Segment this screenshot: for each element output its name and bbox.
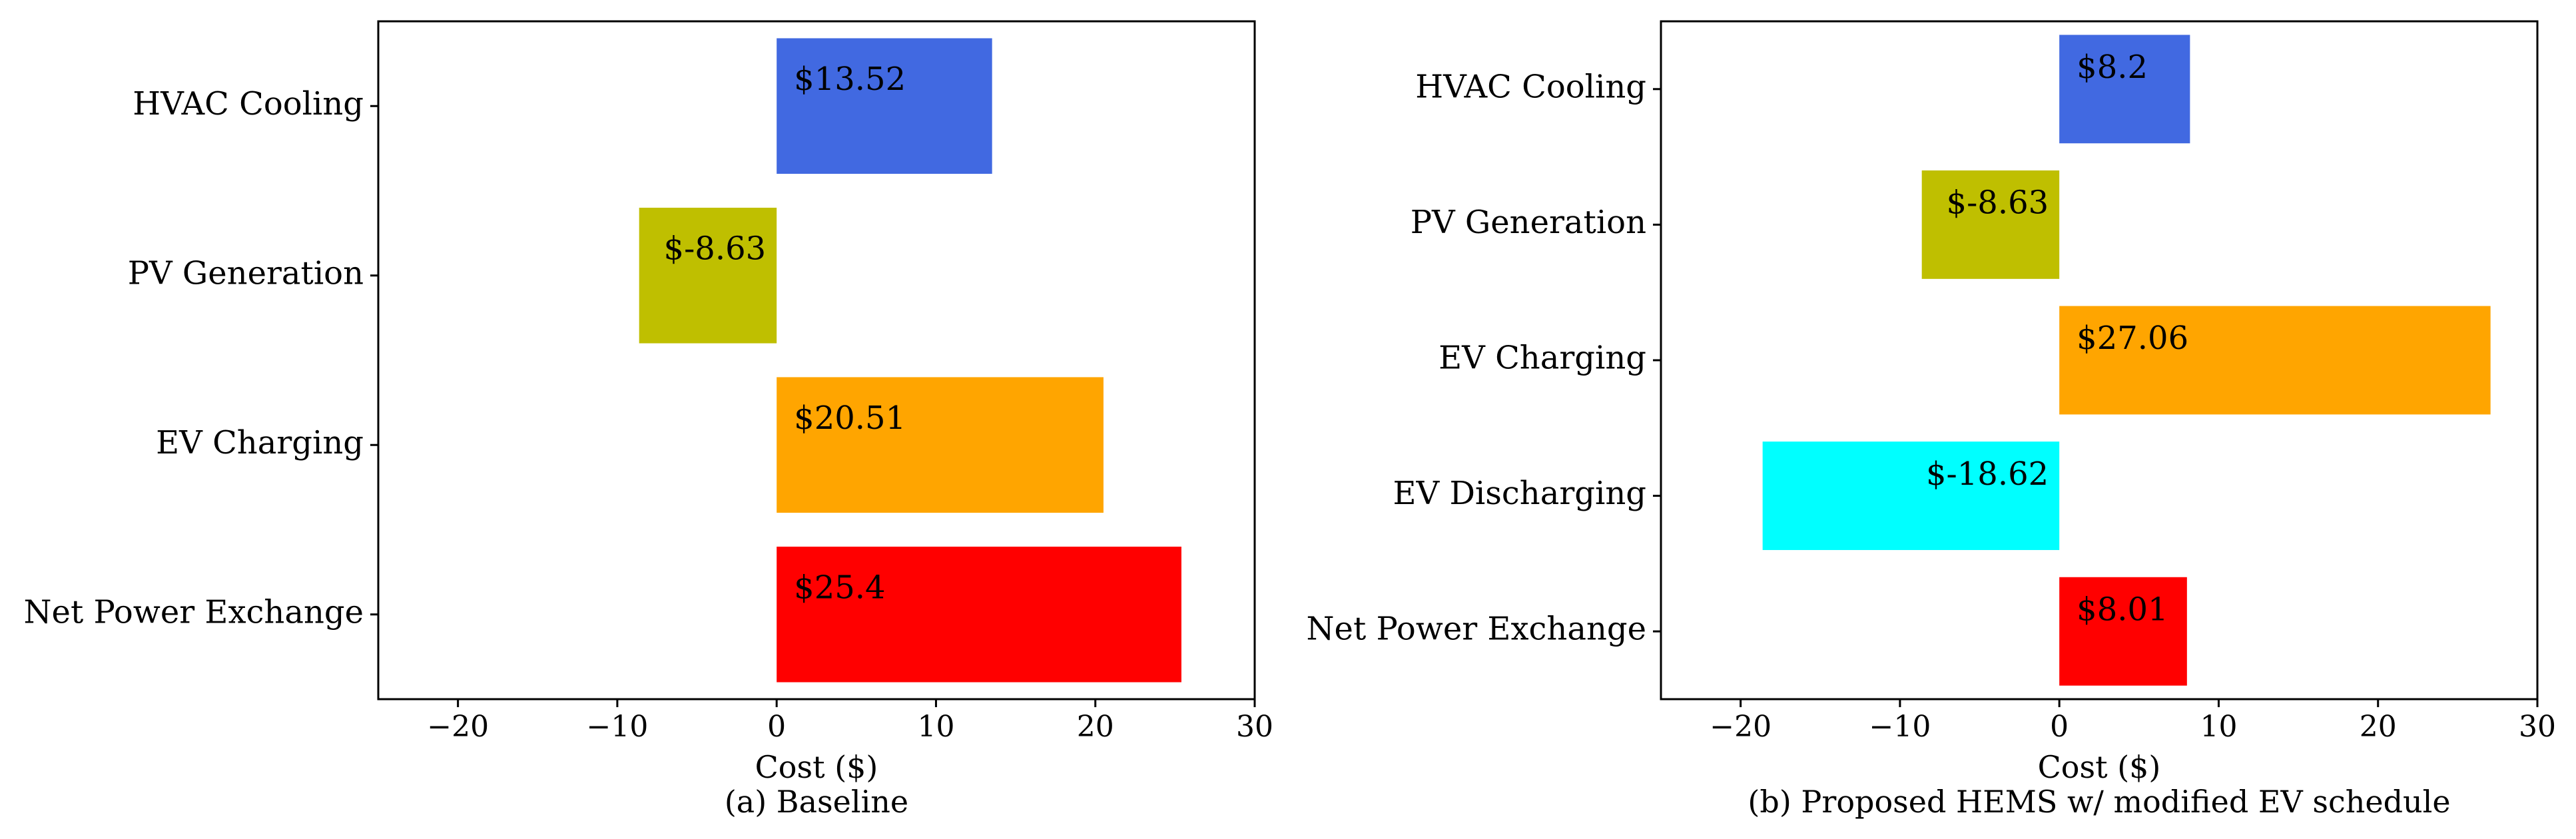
bar-value-label: $-8.63 [664,230,767,268]
bar-net-power-exchange [2059,577,2187,686]
x-tick-label: 30 [2519,710,2556,744]
bar-net-power-exchange [777,546,1181,683]
bar-value-label: $-18.62 [1926,455,2049,493]
x-tick-label: −20 [1710,710,1771,744]
panel-baseline: $13.52 $-8.63 $20.51 $25.4 HVAC Cooling PV G… [24,20,1273,820]
y-tick-label: HVAC Cooling [1415,68,1646,105]
x-axis-title-proposed: Cost ($) [2038,749,2161,785]
bar-value-label: $8.2 [2077,49,2148,86]
y-tick-label: Net Power Exchange [24,593,364,631]
axes-frame-baseline [377,20,1256,700]
bar-hvac-cooling [2059,35,2190,144]
caption-proposed: (b) Proposed HEMS w/ modified EV schedul… [1748,784,2450,820]
bar-value-label: $-8.63 [1947,184,2049,222]
panel-proposed-hems: $8.2 $-8.63 $27.06 $-18.62 $8.01 HVAC Coolin… [1307,20,2556,820]
x-tick-label: 20 [1077,710,1114,744]
x-ticks-proposed: −20 −10 0 10 20 30 [1710,699,2556,744]
bar-pv-generation [639,207,777,344]
caption-baseline: (a) Baseline [725,784,908,820]
x-tick-label: 0 [767,710,786,744]
x-tick-label: −10 [586,710,648,744]
y-ticks-baseline: HVAC Cooling PV Generation EV Charging Net … [24,85,378,631]
x-tick-label: 30 [1236,710,1273,744]
x-tick-label: 20 [2360,710,2397,744]
x-axis-title-baseline: Cost ($) [755,749,878,785]
x-tick-label: 10 [917,710,954,744]
bar-ev-discharging [1762,441,2060,551]
x-tick-label: −20 [427,710,489,744]
bar-ev-charging [777,377,1104,513]
bar-labels-baseline: $13.52 $-8.63 $20.51 $25.4 [664,61,906,607]
y-tick-label: PV Generation [1411,204,1646,241]
bar-ev-charging [2059,306,2491,415]
bars-baseline [639,38,1181,683]
bar-value-label: $20.51 [794,400,906,437]
y-tick-label: PV Generation [128,254,364,292]
bar-hvac-cooling [777,38,992,174]
y-tick-label: EV Charging [1439,340,1646,377]
bar-value-label: $8.01 [2077,591,2168,628]
y-ticks-proposed: HVAC Cooling PV Generation EV Charging EV D… [1307,68,1661,648]
y-tick-label: EV Discharging [1393,475,1646,512]
x-ticks-baseline: −20 −10 0 10 20 30 [427,699,1273,744]
x-tick-label: 10 [2200,710,2237,744]
y-tick-label: HVAC Cooling [133,85,364,123]
bar-value-label: $27.06 [2077,320,2188,357]
bar-value-label: $25.4 [794,569,885,607]
bars-proposed [1762,35,2491,686]
y-tick-label: EV Charging [156,424,364,461]
y-tick-label: Net Power Exchange [1307,611,1646,648]
bar-value-label: $13.52 [794,61,906,98]
x-tick-label: 0 [2050,710,2069,744]
bar-labels-proposed: $8.2 $-8.63 $27.06 $-18.62 $8.01 [1926,49,2188,628]
bar-pv-generation [1921,170,2060,279]
x-tick-label: −10 [1869,710,1931,744]
